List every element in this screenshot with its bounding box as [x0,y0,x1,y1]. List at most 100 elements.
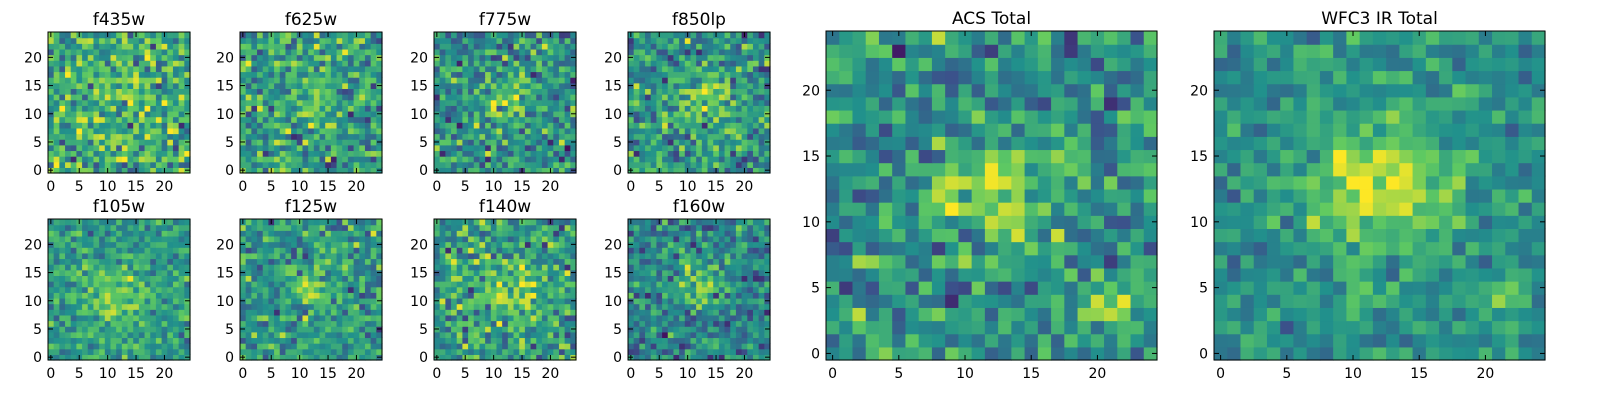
heatmap-cell [150,252,157,260]
heatmap-cell [633,269,640,276]
heatmap-cell [291,303,298,310]
heatmap-cell [479,77,486,84]
heatmap-cell [434,133,441,140]
heatmap-cell [468,94,475,101]
x-tick-label: 5 [461,366,470,382]
heatmap-cell [656,133,663,140]
heatmap-cell [240,94,247,101]
heatmap-cell [330,82,338,89]
heatmap-cell [570,348,577,355]
heatmap-cell [558,88,566,95]
heatmap-cell [707,122,714,129]
heatmap-cell [53,156,60,163]
heatmap-cell [59,235,66,243]
heatmap-cell [53,122,60,129]
heatmap-cell [639,43,646,50]
heatmap-cell [167,94,174,101]
heatmap-cell [639,32,646,39]
heatmap-cell [262,269,269,276]
heatmap-cell [462,314,469,322]
heatmap-cell [359,139,366,146]
heatmap-cell [468,60,475,67]
heatmap-cell [536,258,543,265]
heatmap-cell [513,77,520,84]
heatmap-cell [364,167,372,174]
heatmap-cell [752,156,760,163]
heatmap-cell [353,264,360,271]
x-tick-label: 20 [736,179,754,195]
axes-frame [239,218,383,361]
heatmap-cell [513,156,520,163]
heatmap-cell [116,94,123,101]
heatmap-cell [296,275,304,282]
heatmap-cell [121,219,129,226]
heatmap-cell [240,348,247,355]
heatmap-cell [376,219,383,226]
heatmap-cell [353,337,360,344]
heatmap-cell [713,54,720,61]
heatmap-cell [144,54,151,61]
heatmap-cell [707,337,714,344]
heatmap-cell [353,139,360,146]
heatmap-cell [485,150,492,157]
heatmap-cell [662,326,669,333]
heatmap-cell [656,88,663,95]
heatmap-cell [138,32,146,39]
heatmap-cell [104,309,112,316]
heatmap-cell [70,297,77,305]
heatmap-cell [285,275,292,282]
heatmap-cell [313,167,321,174]
heatmap-cell [701,82,709,89]
heatmap-cell [144,48,151,56]
heatmap-cell [184,314,191,322]
heatmap-cell [639,354,646,361]
heatmap-cell [93,65,100,73]
heatmap-cell [116,122,123,129]
heatmap-cell [178,303,185,310]
heatmap-cell [104,275,112,282]
heatmap-cell [82,331,89,339]
heatmap-cell [507,235,515,243]
heatmap-cell [752,71,760,78]
heatmap-cell [110,127,117,135]
heatmap-cell [530,275,537,282]
heatmap-cell [524,139,532,146]
heatmap-cell [172,116,180,123]
heatmap-cell [313,230,321,237]
heatmap-cell [507,99,515,106]
heatmap-cell [59,281,66,288]
heatmap-cell [376,65,383,73]
heatmap-cell [342,133,349,140]
heatmap-cell [456,122,463,129]
heatmap-cell [496,77,503,84]
heatmap-cell [724,320,731,327]
heatmap-cell [747,37,754,44]
heatmap-cell [462,348,469,355]
heatmap-cell [336,224,343,231]
heatmap-cell [752,150,760,157]
heatmap-cell [296,314,304,322]
heatmap-cell [519,337,526,344]
heatmap-cell [684,320,692,327]
heatmap-cell [684,337,692,344]
heatmap-cell [707,139,714,146]
heatmap-cell [65,219,72,226]
heatmap-cell [138,292,146,299]
heatmap-cell [104,314,112,322]
heatmap-cell [291,54,298,61]
heatmap-cell [48,320,55,327]
heatmap-cell [240,161,247,168]
heatmap-cell [150,230,157,237]
heatmap-cell [752,286,760,293]
heatmap-cell [110,297,117,305]
heatmap-cell [133,110,140,118]
y-tick-label: 10 [216,294,234,310]
heatmap-cell [53,224,60,231]
heatmap-cell [479,337,486,344]
heatmap-cell [325,133,332,140]
heatmap-cell [53,99,60,106]
heatmap-cell [679,144,686,152]
heatmap-cell [172,275,180,282]
y-tick-label: 0 [613,163,622,179]
